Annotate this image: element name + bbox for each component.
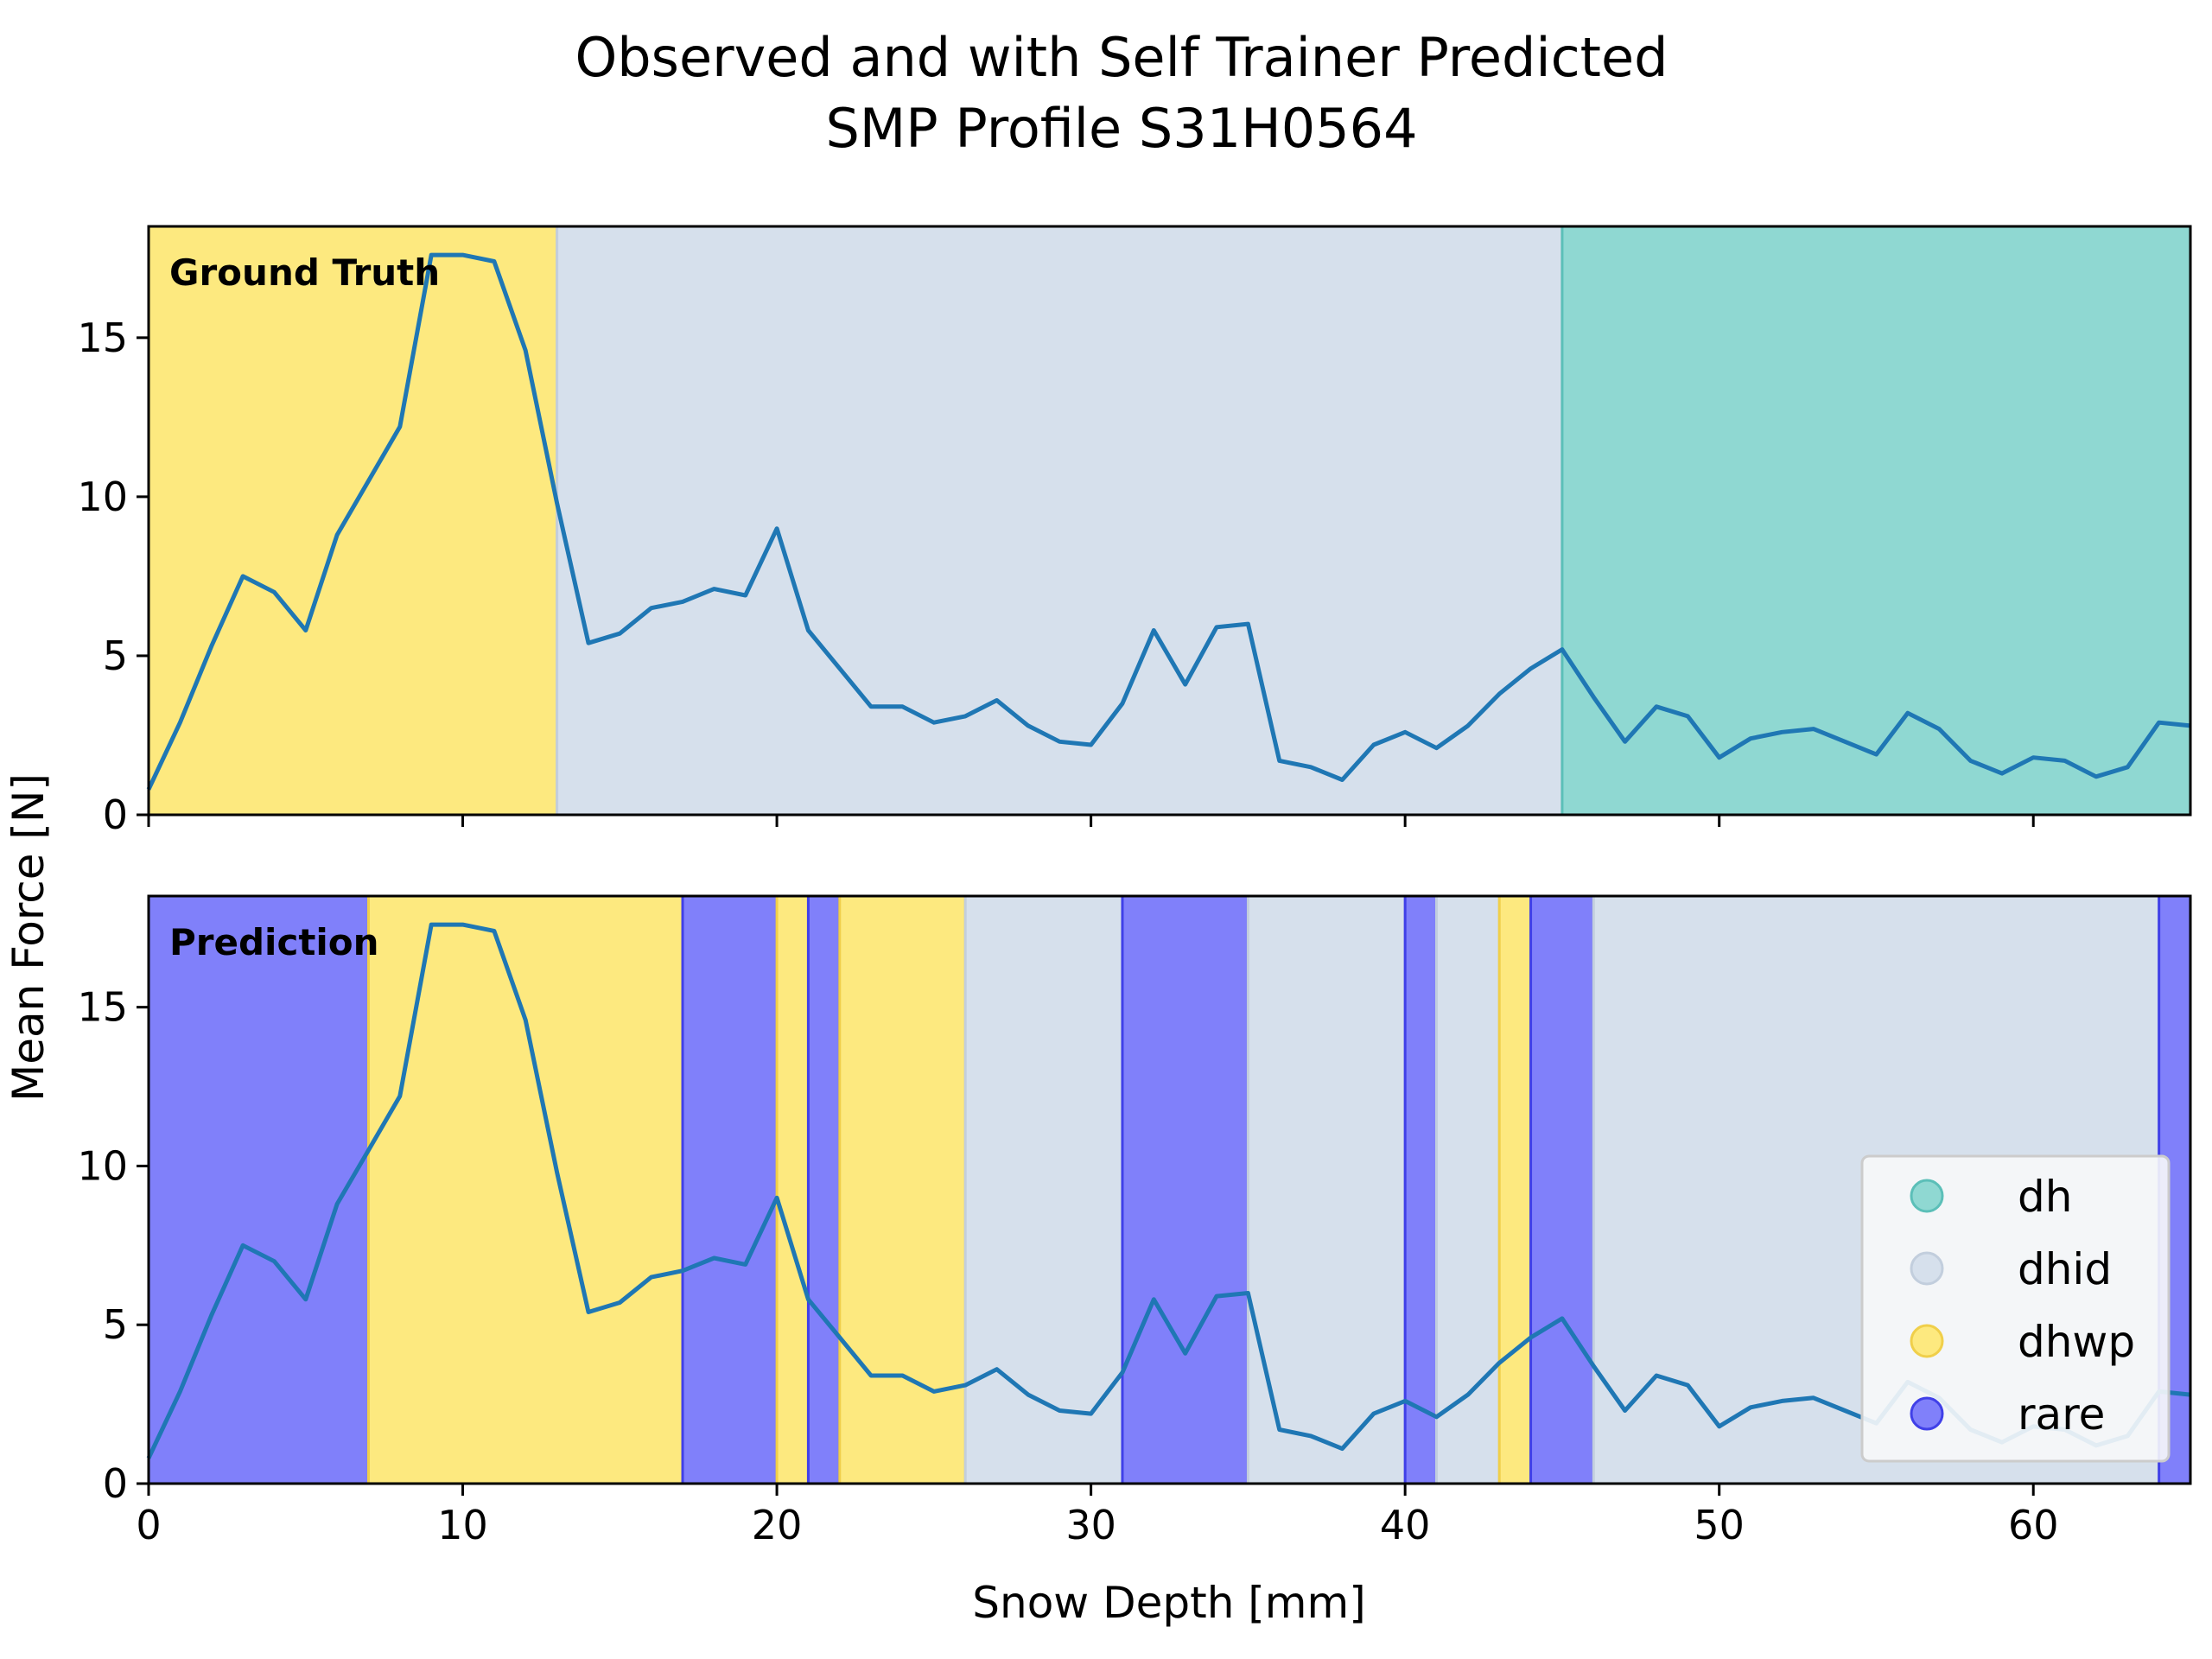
y-axis-label: Mean Force [N] (3, 773, 54, 1102)
legend-label-dhwp: dhwp (2018, 1317, 2135, 1367)
x-tick-label: 0 (136, 1502, 161, 1548)
legend-label-dhid: dhid (2018, 1244, 2112, 1294)
x-tick-label: 60 (2008, 1502, 2059, 1548)
y-tick-label: 10 (77, 1142, 128, 1189)
segment-dh (1561, 226, 2190, 815)
series-line-mean-force (146, 252, 2191, 791)
legend-marker-dh (1910, 1179, 1944, 1213)
panels: 0 5 10 15 Ground Truth 0 5 10 15 0 10 20 30 40 50 60 Pre… (77, 225, 2192, 1548)
segment-rare (808, 896, 840, 1484)
segment-dhwp (149, 226, 557, 815)
panel-ground-truth: 0 5 10 15 Ground Truth (77, 225, 2192, 838)
x-tick-label: 40 (1380, 1502, 1431, 1548)
segment-dhid (1436, 896, 1500, 1484)
y-tick-label: 15 (77, 315, 128, 361)
legend-box (1860, 1154, 2171, 1463)
x-tick-label: 50 (1694, 1502, 1745, 1548)
segment-dhwp (839, 896, 966, 1484)
x-tick-label: 20 (752, 1502, 803, 1548)
x-tick-label: 10 (437, 1502, 488, 1548)
y-tick-label: 5 (103, 1301, 128, 1348)
segment-rare (1405, 896, 1437, 1484)
y-tick-label: 5 (103, 632, 128, 679)
series-line-mean-force (146, 922, 2191, 1459)
panel-prediction: 0 5 10 15 0 10 20 30 40 50 60 Prediction (77, 894, 2192, 1548)
legend: dh dhid dhwp rare (1860, 1154, 2171, 1463)
panel-label: Ground Truth (169, 251, 440, 294)
segment-dhwp (777, 896, 809, 1484)
y-tick-label: 0 (103, 791, 128, 838)
segment-dhid (556, 226, 1562, 815)
segment-dhwp (1499, 896, 1531, 1484)
x-tick-label: 30 (1065, 1502, 1116, 1548)
legend-marker-rare (1910, 1396, 1944, 1431)
y-tick-label: 15 (77, 984, 128, 1031)
legend-label-rare: rare (2018, 1389, 2105, 1440)
legend-marker-dhwp (1910, 1324, 1944, 1358)
y-tick-label: 10 (77, 474, 128, 520)
segment-rare (149, 896, 369, 1484)
segment-dhwp (368, 896, 683, 1484)
segment-rare (1530, 896, 1594, 1484)
legend-label-dh: dh (2018, 1172, 2072, 1222)
segment-rare (683, 896, 778, 1484)
chart-title-line2: SMP Profile S31H0564 (825, 97, 1417, 160)
axes-frame (147, 225, 2192, 817)
x-axis-label: Snow Depth [mm] (972, 1578, 1365, 1628)
legend-marker-dhid (1910, 1251, 1944, 1286)
panel-label: Prediction (169, 921, 379, 963)
chart-title-line1: Observed and with Self Trainer Predicted (575, 26, 1668, 89)
segment-dhid (965, 896, 1122, 1484)
axes-frame (147, 894, 2192, 1485)
segment-rare (1122, 896, 1249, 1484)
segment-dhid (1248, 896, 1406, 1484)
y-tick-label: 0 (103, 1460, 128, 1507)
